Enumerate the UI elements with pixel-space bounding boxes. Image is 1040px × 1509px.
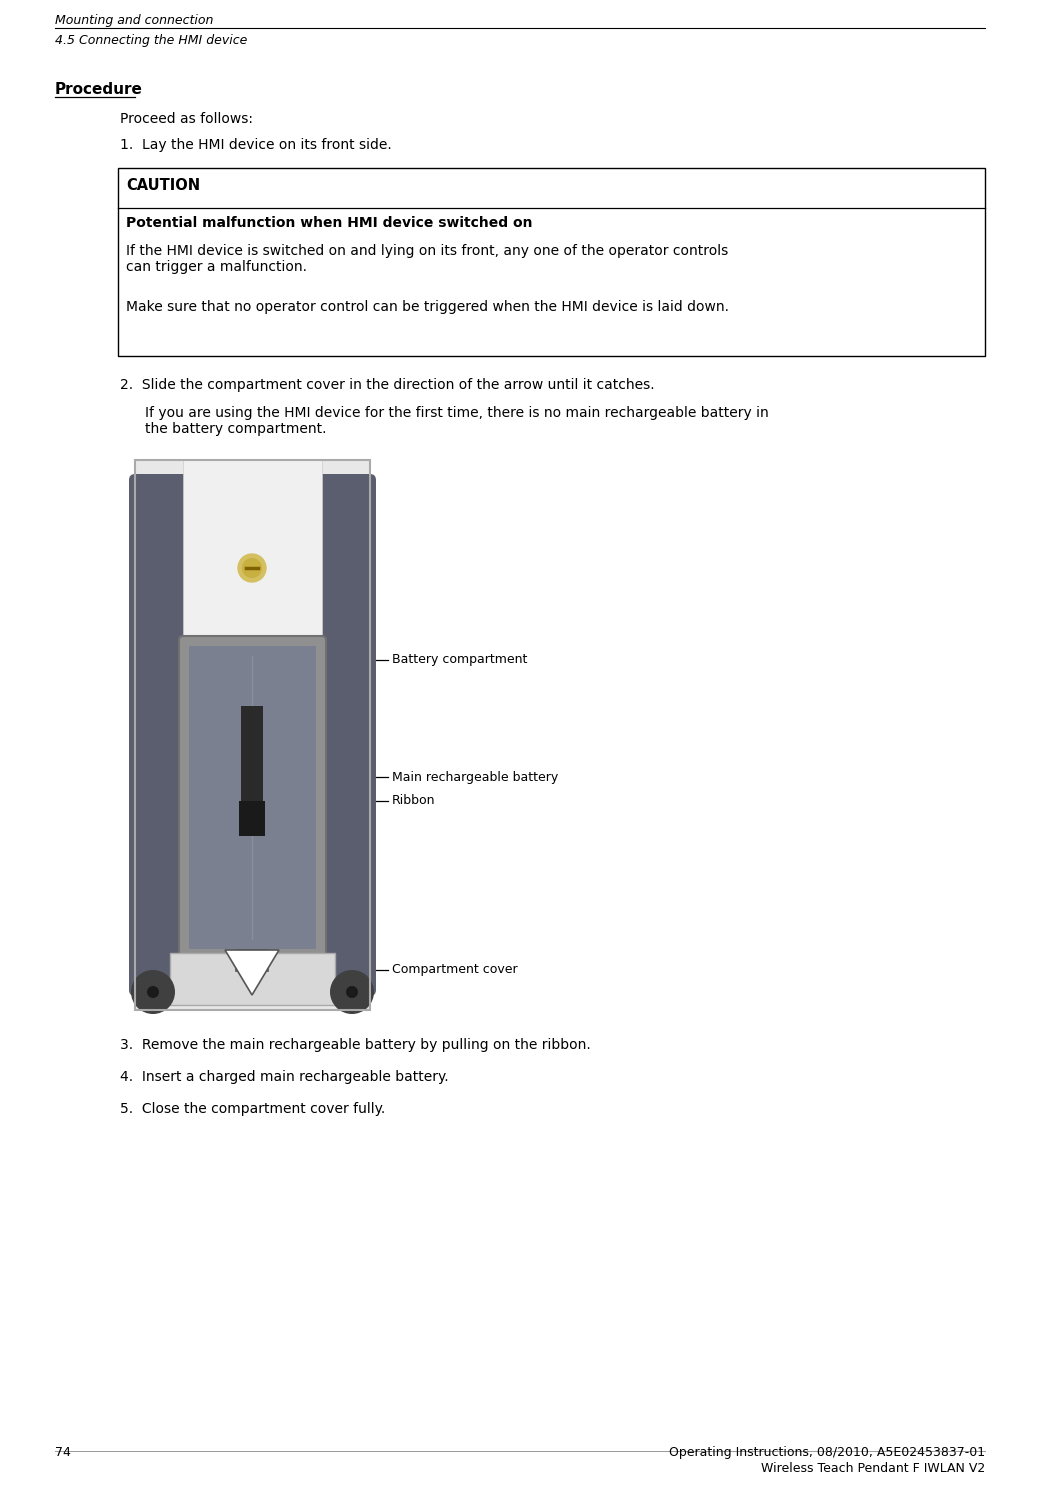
FancyBboxPatch shape	[179, 635, 326, 960]
Circle shape	[346, 985, 358, 997]
Text: 3.  Remove the main rechargeable battery by pulling on the ribbon.: 3. Remove the main rechargeable battery …	[120, 1038, 591, 1052]
Text: Ribbon: Ribbon	[392, 795, 436, 807]
Text: Battery compartment: Battery compartment	[392, 653, 527, 667]
Bar	[170, 954, 335, 1005]
FancyBboxPatch shape	[129, 474, 189, 996]
Text: If you are using the HMI device for the first time, there is no main rechargeabl: If you are using the HMI device for the …	[145, 406, 769, 436]
Text: Wireless Teach Pendant F IWLAN V2: Wireless Teach Pendant F IWLAN V2	[760, 1462, 985, 1474]
Bar	[135, 460, 370, 1010]
Text: Make sure that no operator control can be triggered when the HMI device is laid : Make sure that no operator control can b…	[126, 300, 729, 314]
Circle shape	[238, 554, 266, 582]
Text: Potential malfunction when HMI device switched on: Potential malfunction when HMI device sw…	[126, 216, 532, 229]
Text: Procedure: Procedure	[55, 81, 142, 97]
Bar	[183, 460, 322, 635]
Bar	[241, 706, 263, 836]
Text: 4.5 Connecting the HMI device: 4.5 Connecting the HMI device	[55, 35, 248, 47]
Text: Mounting and connection: Mounting and connection	[55, 14, 213, 27]
Bar	[239, 801, 265, 836]
Bar	[135, 460, 370, 1010]
Circle shape	[131, 970, 175, 1014]
Circle shape	[147, 985, 159, 997]
FancyBboxPatch shape	[316, 474, 376, 996]
Text: Operating Instructions, 08/2010, A5E02453837-01: Operating Instructions, 08/2010, A5E0245…	[669, 1446, 985, 1459]
Text: 1.  Lay the HMI device on its front side.: 1. Lay the HMI device on its front side.	[120, 137, 392, 152]
Bar	[189, 646, 316, 949]
Text: Compartment cover: Compartment cover	[392, 964, 518, 976]
Bar	[236, 951, 268, 970]
Text: Main rechargeable battery: Main rechargeable battery	[392, 771, 558, 783]
Text: Proceed as follows:: Proceed as follows:	[120, 112, 253, 125]
Circle shape	[330, 970, 374, 1014]
Text: 4.  Insert a charged main rechargeable battery.: 4. Insert a charged main rechargeable ba…	[120, 1070, 448, 1083]
Polygon shape	[225, 951, 279, 994]
Text: If the HMI device is switched on and lying on its front, any one of the operator: If the HMI device is switched on and lyi…	[126, 244, 728, 275]
Bar	[118, 167, 985, 356]
Text: 2.  Slide the compartment cover in the direction of the arrow until it catches.: 2. Slide the compartment cover in the di…	[120, 377, 654, 392]
Text: CAUTION: CAUTION	[126, 178, 200, 193]
Text: 5.  Close the compartment cover fully.: 5. Close the compartment cover fully.	[120, 1102, 385, 1117]
Circle shape	[242, 558, 262, 578]
Text: 74: 74	[55, 1446, 71, 1459]
